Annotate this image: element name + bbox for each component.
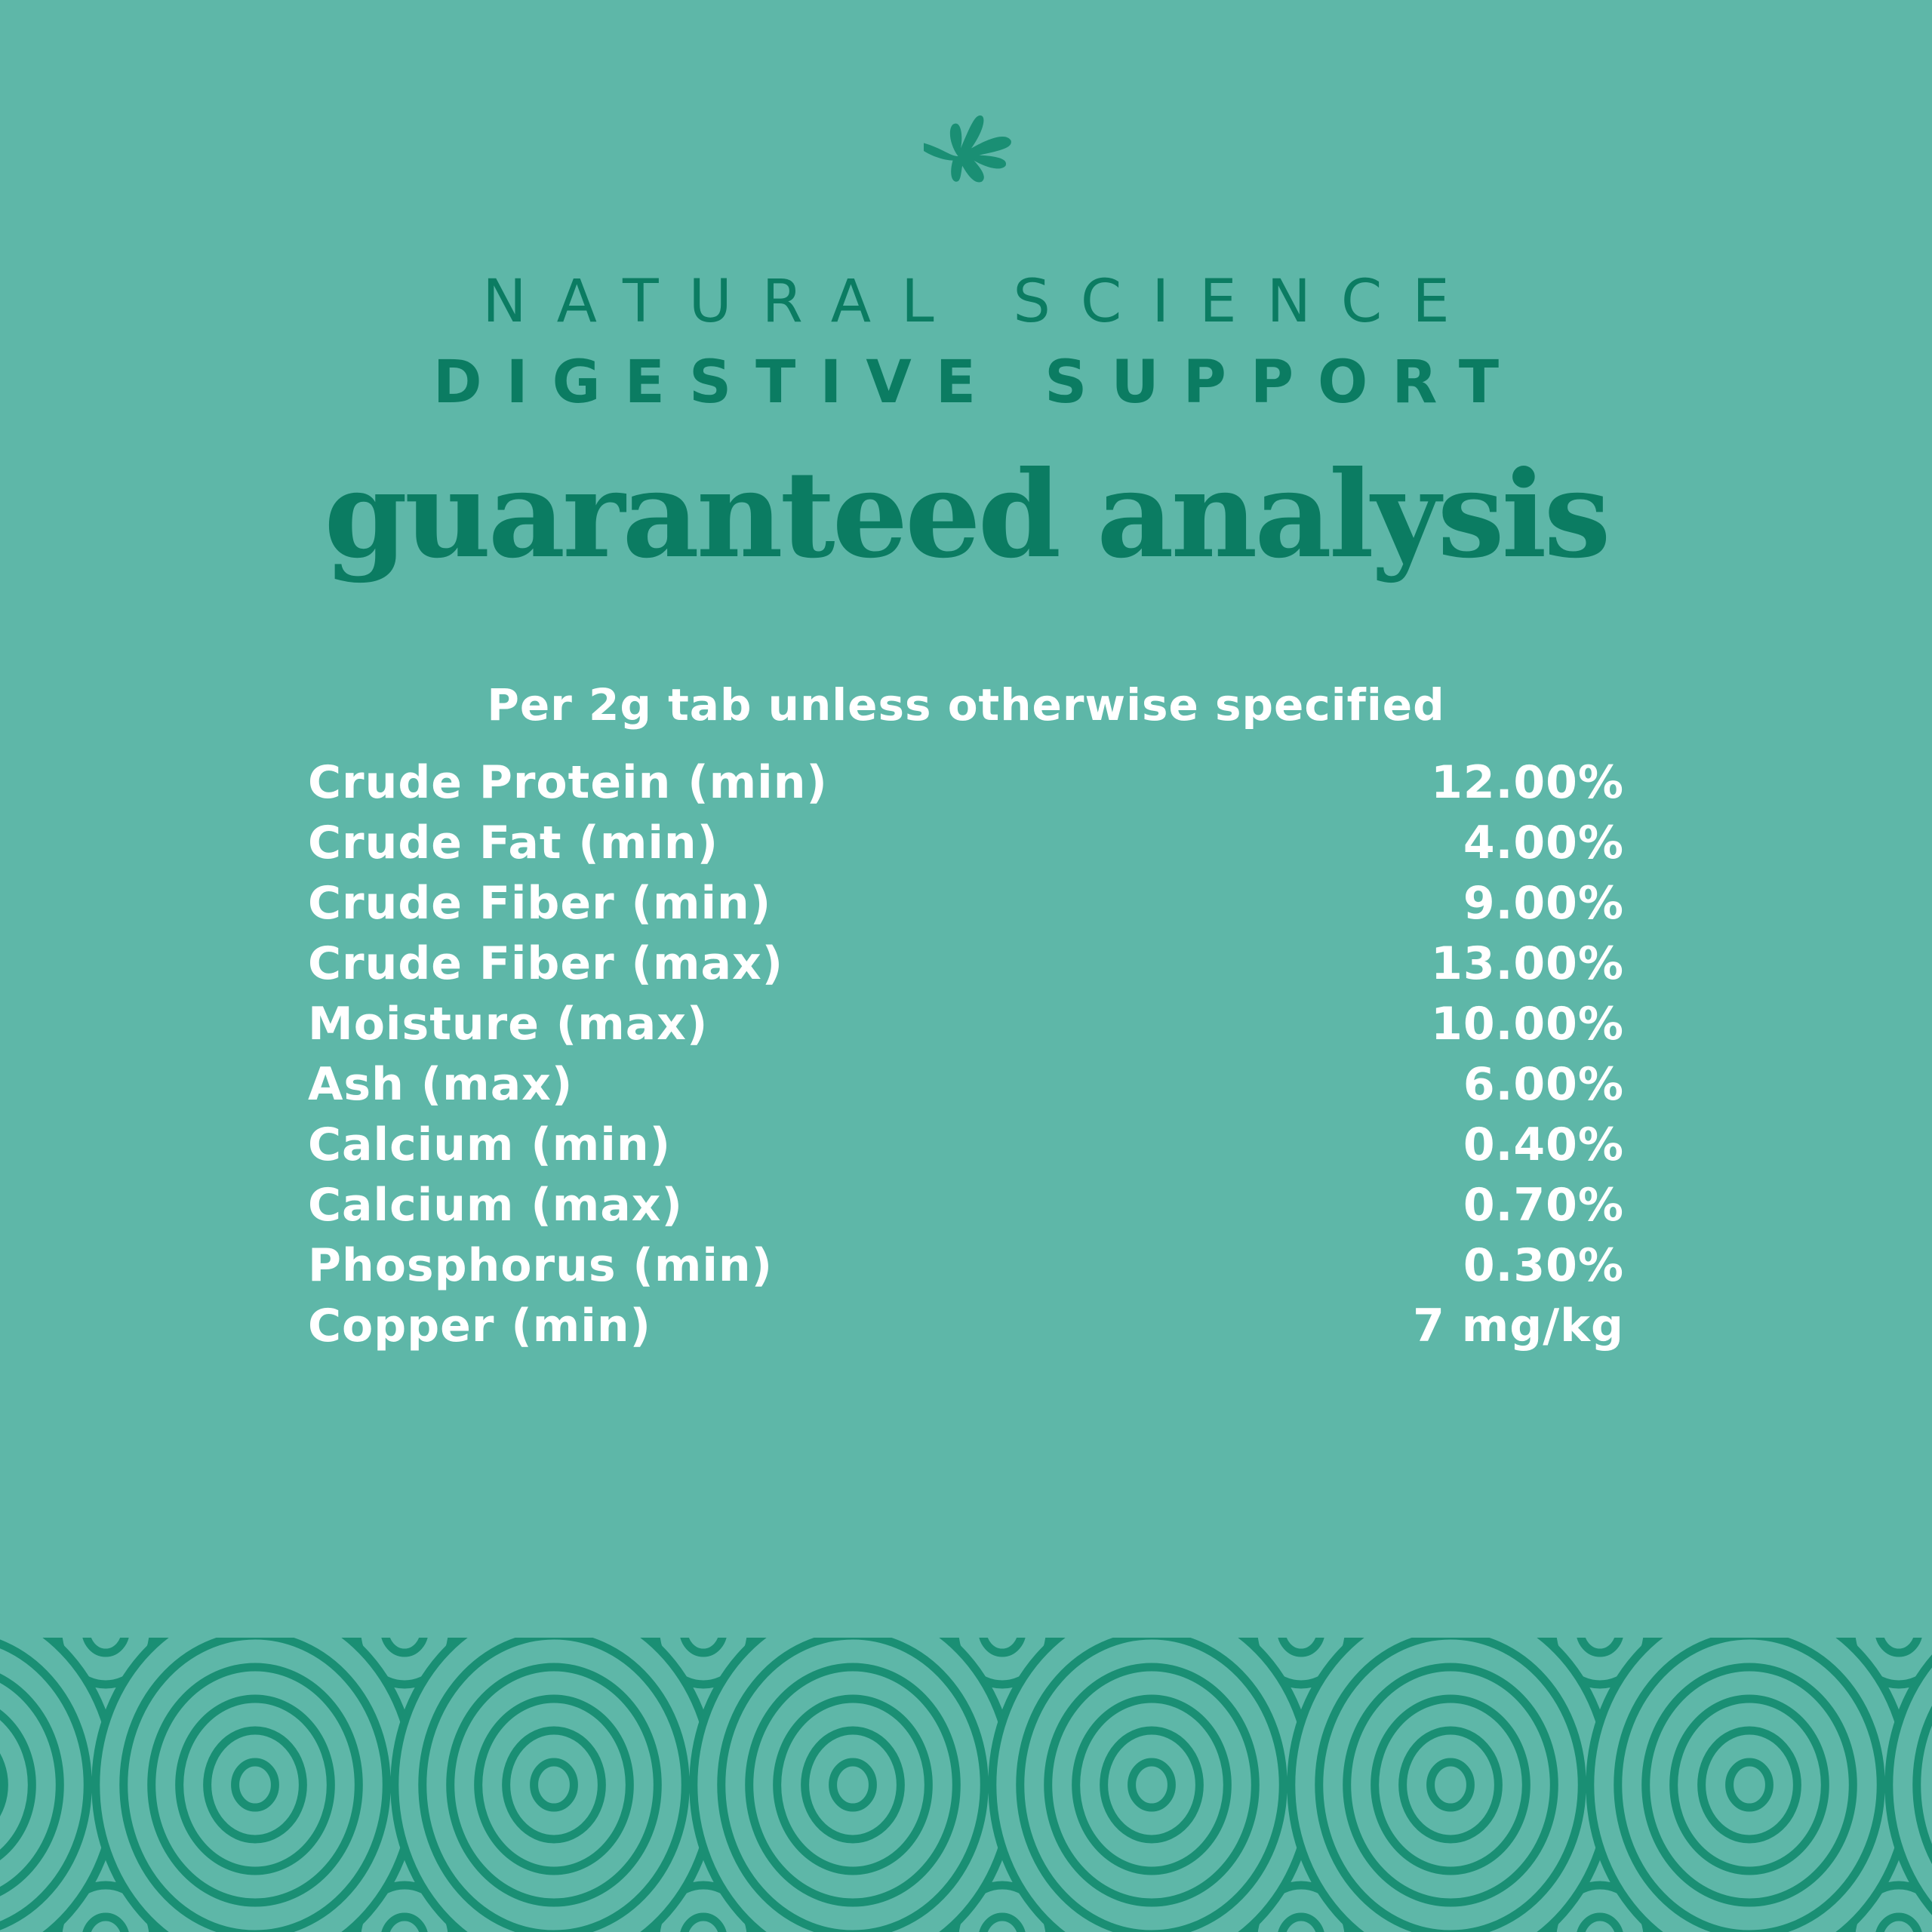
nutrient-label: Crude Fat (min) (308, 817, 719, 869)
leaf-logo-icon (924, 115, 1011, 183)
nutrient-label: Ash (max) (308, 1058, 574, 1111)
table-row: Crude Fat (min) 4.00% (308, 813, 1624, 873)
analysis-table: Crude Protein (min) 12.00% Crude Fat (min… (308, 752, 1624, 1356)
table-row: Copper (min) 7 mg/kg (308, 1296, 1624, 1356)
wave-pattern-decoration (0, 1638, 1932, 1932)
pattern-fill (0, 1638, 1932, 1932)
table-row: Calcium (max) 0.70% (308, 1175, 1624, 1235)
nutrient-label: Phosphorus (min) (308, 1239, 774, 1292)
nutrient-value: 12.00% (1431, 756, 1624, 809)
table-row: Phosphorus (min) 0.30% (308, 1235, 1624, 1296)
nutrient-value: 13.00% (1431, 937, 1624, 990)
nutrient-value: 10.00% (1431, 998, 1624, 1051)
table-row: Crude Fiber (max) 13.00% (308, 934, 1624, 994)
nutrient-value: 4.00% (1463, 817, 1624, 869)
nutrient-value: 6.00% (1463, 1058, 1624, 1111)
serving-note: Per 2g tab unless otherwise specified (487, 679, 1445, 731)
table-row: Crude Fiber (min) 9.00% (308, 873, 1624, 934)
nutrient-label: Moisture (max) (308, 998, 709, 1051)
nutrient-value: 0.70% (1463, 1179, 1624, 1232)
nutrient-value: 9.00% (1463, 877, 1624, 930)
table-row: Calcium (min) 0.40% (308, 1115, 1624, 1175)
nutrient-label: Crude Protein (min) (308, 756, 828, 809)
nutrient-value: 7 mg/kg (1413, 1300, 1624, 1352)
brand-name: NATURAL SCIENCE (482, 268, 1480, 336)
product-name: DIGESTIVE SUPPORT (432, 349, 1524, 417)
table-row: Crude Protein (min) 12.00% (308, 752, 1624, 813)
nutrient-label: Crude Fiber (max) (308, 937, 784, 990)
page-title: guaranteed analysis (324, 445, 1611, 585)
nutrient-label: Calcium (max) (308, 1179, 683, 1232)
nutrient-label: Copper (min) (308, 1300, 651, 1352)
table-row: Ash (max) 6.00% (308, 1054, 1624, 1115)
nutrient-label: Calcium (min) (308, 1118, 671, 1171)
table-row: Moisture (max) 10.00% (308, 994, 1624, 1054)
nutrient-label: Crude Fiber (min) (308, 877, 772, 930)
nutrient-value: 0.40% (1463, 1118, 1624, 1171)
nutrient-value: 0.30% (1463, 1239, 1624, 1292)
